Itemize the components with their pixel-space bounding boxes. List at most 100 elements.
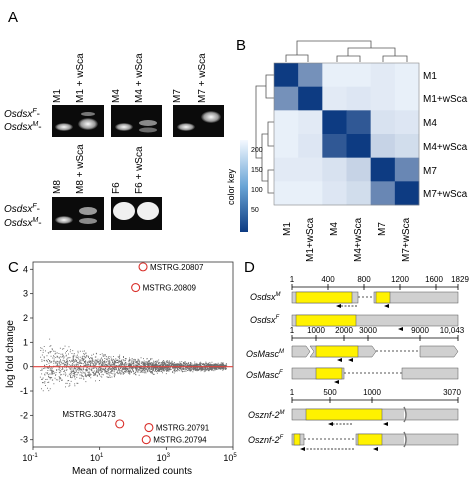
lane-label: M1 xyxy=(52,89,63,103)
heatmap-cell xyxy=(322,157,347,182)
lane-label: M4 + wSca xyxy=(134,53,145,103)
axis-tick-label: 1 xyxy=(290,388,295,397)
svg-text:Osznf-2F: Osznf-2F xyxy=(248,435,284,445)
svg-text:OsdsxM: OsdsxM xyxy=(250,292,281,302)
heatmap-cell xyxy=(394,86,420,111)
panel-letter-c: C xyxy=(8,259,19,276)
y-tick-label: -1 xyxy=(20,386,28,396)
transcript-osznf2-m xyxy=(291,406,459,426)
axis-tick-label: 1000 xyxy=(307,326,325,335)
heatmap-cell xyxy=(298,134,323,158)
axis-tick-label: 1829 xyxy=(451,275,469,284)
y-tick-label: 0 xyxy=(23,362,28,372)
highlighted-point xyxy=(115,419,125,429)
x-axis-label: Mean of normalized counts xyxy=(72,466,192,477)
heatmap-col-label: M4 xyxy=(329,222,340,236)
heatmap-row-label: M4 xyxy=(423,118,437,129)
heatmap-cell xyxy=(322,63,347,87)
highlighted-point xyxy=(138,262,148,272)
highlight-label: MSTRG.20791 xyxy=(156,424,210,433)
heatmap-cell xyxy=(298,86,323,111)
transcript-osdsx-f xyxy=(291,314,459,331)
axis-tick-label: 2000 xyxy=(335,326,353,335)
axis-tick-label: 9000 xyxy=(411,326,429,335)
heatmap-cell xyxy=(322,134,347,158)
x-tick-label: 101 xyxy=(90,453,104,463)
axis-tick-label: 1600 xyxy=(425,275,443,284)
gene-name: OsMasc xyxy=(246,370,280,380)
panel-d: D 1 400 800 1200 1600 1829 OsdsxM xyxy=(244,259,469,451)
axis-tick-label: 1200 xyxy=(391,275,409,284)
heatmap-cell xyxy=(274,110,299,135)
heatmap-cell xyxy=(346,134,371,158)
lane-label: F6 + wSca xyxy=(134,146,145,194)
y-tick-label: 3 xyxy=(23,289,28,299)
heatmap-row-label: M1+wSca xyxy=(423,94,468,105)
y-tick-label: 2 xyxy=(23,313,28,323)
axis-tick-label: 10,043 xyxy=(440,326,465,335)
axis-tick-label: 1 xyxy=(290,275,295,284)
lane-label: M8 + wSca xyxy=(75,144,86,194)
heatmap-cell xyxy=(394,63,420,87)
color-key-tick: 200 xyxy=(251,147,263,154)
gel-image xyxy=(111,197,162,230)
heatmap-cell xyxy=(274,157,299,182)
gene-name: Osdsx xyxy=(250,315,276,325)
band-label-f: Osdsx xyxy=(4,204,33,215)
ma-plot-frame xyxy=(32,261,234,448)
heatmap-col-label: M7+wSca xyxy=(401,217,412,262)
svg-text:OsMascF: OsMascF xyxy=(246,370,283,380)
gene-name: Osznf-2 xyxy=(248,410,280,420)
gene-name: OsMasc xyxy=(246,349,280,359)
heatmap-col-label: M4+wSca xyxy=(353,217,364,262)
gene-name: Osznf-2 xyxy=(248,435,280,445)
heatmap-cell xyxy=(322,86,347,111)
heatmap-cell xyxy=(394,134,420,158)
lane-label: M7 + wSca xyxy=(197,53,208,103)
axis-tick-label: 500 xyxy=(323,388,337,397)
gel-image xyxy=(52,105,104,137)
axis-tick-label: 400 xyxy=(321,275,335,284)
heatmap-cell xyxy=(346,86,371,111)
highlighted-points: MSTRG.20807 MSTRG.20809 MSTRG.30473 MSTRG.2… xyxy=(62,262,210,445)
svg-text:OsdsxF: OsdsxF xyxy=(250,315,280,325)
axis-tick-label: 800 xyxy=(357,275,371,284)
heatmap-row-label: M1 xyxy=(423,71,437,82)
panel-a: A M1 M1 + wSca M4 M4 + wSca M7 M7 + wSca… xyxy=(4,9,224,230)
highlight-label: MSTRG.30473 xyxy=(62,410,116,419)
color-key: color key 200 150 100 50 xyxy=(226,140,263,232)
heatmap-cell xyxy=(370,110,396,135)
x-tick-label: 105 xyxy=(223,453,237,463)
heatmap-col-label: M7 xyxy=(377,222,388,236)
axis-tick-label: 3070 xyxy=(443,388,461,397)
heatmap-cell xyxy=(346,63,371,87)
heatmap-cell xyxy=(274,134,299,158)
svg-text:OsMascM: OsMascM xyxy=(246,349,284,359)
heatmap-cell xyxy=(322,110,347,135)
y-axis-label: log fold change xyxy=(5,320,16,388)
lane-label: M8 xyxy=(52,180,63,194)
color-key-tick: 50 xyxy=(251,207,259,214)
dendrogram-left xyxy=(255,74,274,194)
axis-tick-label: 1 xyxy=(290,326,295,335)
highlight-label: MSTRG.20807 xyxy=(150,263,204,272)
lane-label: M7 xyxy=(172,89,183,103)
color-key-tick: 100 xyxy=(251,187,263,194)
heatmap-row-label: M4+wSca xyxy=(423,142,468,153)
transcript-osmasc-f xyxy=(291,367,459,384)
color-key-tick: 150 xyxy=(251,167,263,174)
gel-image xyxy=(173,105,224,137)
panel-b: B M1 M1+wSca M4 M4+wSca M7 M7+wSca xyxy=(226,37,468,262)
gene-axis xyxy=(291,335,459,341)
heatmap-cell xyxy=(274,63,299,87)
heatmap-cell xyxy=(322,181,347,206)
heatmap-cell xyxy=(370,86,396,111)
heatmap-cell xyxy=(346,110,371,135)
gene-axis xyxy=(291,397,459,403)
y-tick-label: 4 xyxy=(23,264,28,274)
heatmap-cell xyxy=(370,63,396,87)
panel-letter-a: A xyxy=(8,9,18,26)
panel-c: C MSTRG.20807MSTRG.20809MSTRG.30473MSTRG… xyxy=(5,259,237,477)
svg-text:Osznf-2M: Osznf-2M xyxy=(248,410,285,420)
